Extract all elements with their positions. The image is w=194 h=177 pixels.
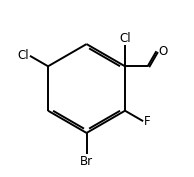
Text: Cl: Cl — [119, 32, 131, 44]
Text: F: F — [144, 115, 151, 128]
Text: Br: Br — [80, 155, 93, 168]
Text: O: O — [158, 45, 168, 58]
Text: Cl: Cl — [17, 49, 29, 62]
